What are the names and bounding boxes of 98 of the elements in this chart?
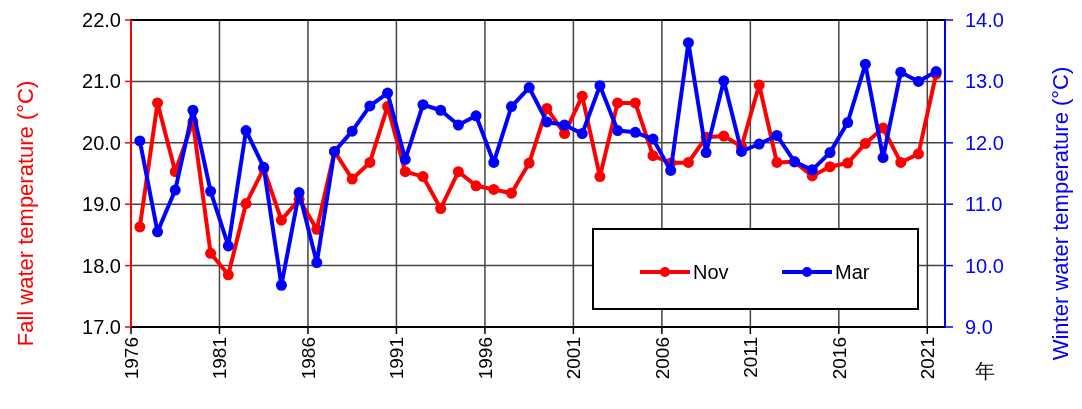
point	[912, 75, 924, 87]
xtick: 1991	[386, 337, 408, 380]
legend-label: Nov	[693, 261, 729, 283]
point	[753, 79, 765, 91]
point	[488, 183, 500, 195]
point	[399, 166, 411, 178]
y2-tick-label: 13.0	[965, 70, 1004, 93]
point	[187, 104, 199, 116]
xtick: 2021	[917, 337, 939, 380]
point	[222, 269, 234, 281]
point	[470, 180, 482, 192]
point	[169, 184, 181, 196]
point	[824, 161, 836, 173]
point	[859, 137, 871, 149]
y-tick-label: 19.0	[82, 193, 121, 216]
point	[612, 97, 624, 109]
y-tick-label: 22.0	[82, 9, 121, 31]
point	[842, 117, 854, 129]
point	[647, 150, 659, 162]
point	[222, 240, 234, 252]
xtick: 1996	[474, 337, 496, 380]
point	[152, 97, 164, 109]
xtick: 2001	[563, 337, 585, 380]
point	[435, 203, 447, 214]
y2-tick-label: 9.0	[965, 316, 993, 338]
point	[718, 130, 730, 142]
y-tick-label: 21.0	[82, 70, 121, 93]
y2-tick-label: 11.0	[965, 193, 1003, 216]
point	[629, 97, 641, 109]
point	[895, 66, 907, 78]
point	[629, 126, 641, 138]
y2-tick-label: 14.0	[965, 9, 1004, 31]
point	[435, 104, 447, 116]
point	[718, 75, 730, 87]
point	[824, 147, 836, 159]
point	[417, 171, 429, 183]
y-tick-label: 17.0	[82, 316, 121, 338]
point	[152, 226, 164, 238]
point	[541, 102, 553, 114]
y2-tick-label: 12.0	[965, 131, 1004, 154]
y2-axis-title: Winter water temperature (°C)	[1048, 66, 1073, 361]
point	[275, 214, 287, 226]
point	[753, 138, 765, 150]
point	[559, 128, 571, 140]
point	[417, 99, 429, 111]
point	[275, 279, 287, 291]
point	[505, 101, 517, 113]
point	[205, 185, 217, 197]
point	[311, 257, 323, 269]
xtick: 1981	[209, 337, 231, 380]
point	[523, 82, 535, 94]
y-tick-label: 20.0	[82, 131, 121, 154]
point	[859, 58, 871, 70]
xtick: 2006	[651, 337, 673, 380]
point	[134, 135, 146, 147]
xtick: 1976	[121, 337, 142, 380]
point	[594, 171, 606, 183]
point	[842, 157, 854, 169]
point	[346, 173, 358, 185]
point	[523, 157, 535, 169]
y2-tick-label: 10.0	[965, 254, 1004, 277]
point	[559, 119, 571, 131]
point	[240, 198, 252, 210]
point	[806, 164, 818, 176]
point	[682, 156, 694, 168]
point	[346, 125, 358, 137]
point	[647, 133, 659, 145]
xtick: 1986	[297, 337, 319, 380]
y-tick-label: 18.0	[82, 254, 121, 277]
point	[134, 221, 146, 233]
point	[240, 125, 252, 137]
point	[293, 187, 305, 199]
point	[505, 187, 517, 199]
point	[364, 156, 376, 168]
point	[912, 148, 924, 160]
point	[895, 156, 907, 168]
point	[736, 145, 747, 157]
point	[576, 128, 588, 140]
point	[541, 116, 553, 128]
point	[877, 152, 889, 164]
point	[452, 166, 464, 178]
xtick: 2016	[828, 337, 850, 380]
point	[665, 164, 677, 176]
point	[382, 87, 394, 99]
point	[205, 247, 217, 259]
point	[700, 147, 712, 159]
x-axis-title: 年	[975, 360, 995, 382]
legend-label: Mar	[835, 261, 870, 283]
point	[771, 156, 783, 168]
point	[576, 90, 588, 102]
point	[364, 100, 376, 112]
point	[470, 110, 482, 122]
xtick: 2011	[740, 337, 762, 378]
point	[682, 37, 694, 49]
y-axis-title: Fall water temperature (°C)	[13, 80, 38, 347]
point	[771, 129, 783, 141]
point	[452, 119, 464, 131]
point	[612, 125, 624, 137]
